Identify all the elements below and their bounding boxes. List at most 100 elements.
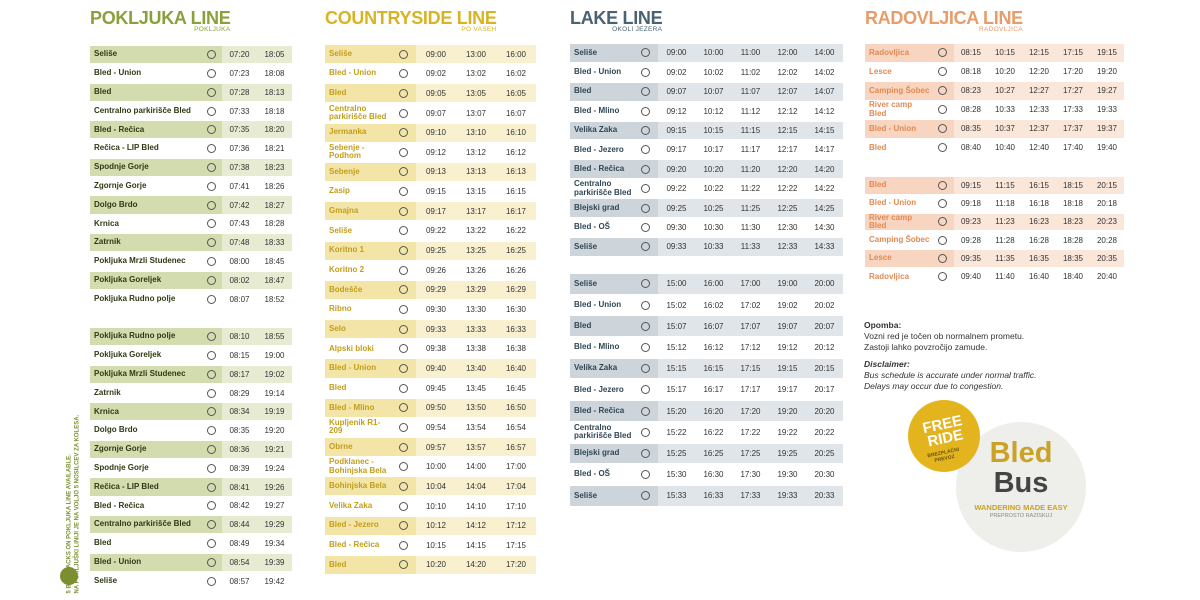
stop-name: Sebenje - Podhom xyxy=(325,143,390,162)
timetable-row: Bled - Union 15:02 16:02 17:02 19:02 20:02 xyxy=(570,295,843,315)
timetable-row: Sebenje 09:13 13:13 16:13 xyxy=(325,162,536,182)
timetable-row: Centralno parkirišče Bled 07:33 18:18 xyxy=(90,102,292,120)
stop-icon xyxy=(206,369,216,379)
departure-time: 09:50 xyxy=(416,398,456,417)
departure-time: 14:10 xyxy=(456,496,496,516)
timetable-row: Dolgo Brdo 08:35 19:20 xyxy=(90,422,292,440)
stop-name: Velika Zaka xyxy=(570,121,633,140)
stop-name: Rečica - LIP Bled xyxy=(90,478,200,496)
timetable-row: Selo 09:33 13:33 16:33 xyxy=(325,320,536,339)
timetable-row: Koritno 2 09:26 13:26 16:26 xyxy=(325,261,536,280)
line-header: COUNTRYSIDE LINE PO VASEH xyxy=(325,8,497,33)
stop-icon xyxy=(206,219,216,229)
departure-time: 08:54 xyxy=(222,553,257,571)
departure-time: 16:22 xyxy=(695,422,732,443)
timetable-row: Pokljuka Rudno polje 08:07 18:52 xyxy=(90,290,292,308)
departure-time: 16:18 xyxy=(1022,195,1056,213)
stop-icon-cell xyxy=(930,44,954,62)
stop-icon-cell xyxy=(200,365,222,383)
departure-time: 16:57 xyxy=(496,438,536,457)
timetable-row: Radovljica 08:15 10:15 12:15 17:15 19:15 xyxy=(865,44,1124,62)
stop-name: Bled - Jezero xyxy=(570,141,633,159)
departure-time: 18:15 xyxy=(1056,177,1090,194)
stop-icon xyxy=(398,69,408,79)
stop-name: Lesce xyxy=(865,250,930,267)
timetable-row: Bled 10:20 14:20 17:20 xyxy=(325,555,536,575)
departure-time: 14:17 xyxy=(806,141,843,159)
departure-time: 14:20 xyxy=(456,555,496,575)
stop-icon-cell xyxy=(930,250,954,267)
departure-time: 18:47 xyxy=(257,271,292,289)
stop-icon xyxy=(206,87,216,97)
departure-time: 17:15 xyxy=(1056,44,1090,62)
stop-icon xyxy=(641,427,650,437)
departure-time: 19:27 xyxy=(257,497,292,515)
departure-time: 07:33 xyxy=(222,102,257,120)
departure-time: 13:54 xyxy=(456,418,496,437)
timetable-row: Zgornje Gorje 07:41 18:26 xyxy=(90,177,292,195)
stop-name: Bled - Mlino xyxy=(325,398,390,417)
timetable-row: Seliše 09:00 10:00 11:00 12:00 14:00 xyxy=(570,44,843,62)
stop-icon-cell xyxy=(633,179,658,198)
departure-time: 08:15 xyxy=(222,346,257,365)
stop-icon xyxy=(937,143,947,153)
stop-name: Bled - OŠ xyxy=(570,464,633,485)
departure-time: 07:42 xyxy=(222,196,257,214)
departure-time: 16:29 xyxy=(496,280,536,299)
departure-time: 09:54 xyxy=(416,418,456,437)
note-heading: Disclaimer: xyxy=(864,359,910,369)
stop-icon xyxy=(641,87,650,97)
stop-icon xyxy=(641,242,650,252)
departure-time: 12:37 xyxy=(1022,120,1056,138)
departure-time: 09:25 xyxy=(416,241,456,260)
departure-time: 09:40 xyxy=(954,268,988,286)
stop-icon xyxy=(206,275,216,285)
timetable-row: Velika Zaka 09:15 10:15 11:15 12:15 14:15 xyxy=(570,121,843,140)
departure-time: 12:07 xyxy=(769,82,806,101)
stop-icon-cell xyxy=(633,443,658,464)
stop-icon-cell xyxy=(930,268,954,286)
stop-icon-cell xyxy=(200,102,222,120)
stop-name: Radovljica xyxy=(865,44,930,62)
timetable-row: Bled - Jezero 09:17 10:17 11:17 12:17 14:17 xyxy=(570,141,843,159)
departure-time: 19:19 xyxy=(257,403,292,421)
departure-time: 09:57 xyxy=(416,438,456,457)
stop-icon-cell xyxy=(633,44,658,62)
departure-time: 07:23 xyxy=(222,64,257,83)
departure-time: 16:30 xyxy=(496,300,536,319)
departure-time: 12:02 xyxy=(769,63,806,82)
stop-name: Bled - Union xyxy=(570,63,633,82)
departure-time: 16:40 xyxy=(496,359,536,378)
timetable-row: Bled - Rečica 09:20 10:20 11:20 12:20 14:20 xyxy=(570,160,843,179)
stop-icon-cell xyxy=(390,123,416,142)
departure-time: 18:18 xyxy=(1056,195,1090,213)
stop-icon xyxy=(398,246,408,256)
departure-time: 11:12 xyxy=(732,102,769,121)
stop-icon-cell xyxy=(200,64,222,83)
departure-time: 10:12 xyxy=(416,516,456,535)
stop-icon-cell xyxy=(390,438,416,457)
departure-time: 09:26 xyxy=(416,261,456,280)
departure-time: 17:25 xyxy=(732,443,769,464)
departure-time: 18:33 xyxy=(257,234,292,252)
stop-icon xyxy=(206,256,216,266)
stop-icon-cell xyxy=(633,358,658,379)
stop-icon xyxy=(398,521,408,531)
stop-icon xyxy=(641,406,650,416)
stop-icon-cell xyxy=(390,477,416,496)
stop-icon-cell xyxy=(633,160,658,179)
stop-name: Rečica - LIP Bled xyxy=(90,140,200,158)
timetable-row: Zatrnik 07:48 18:33 xyxy=(90,234,292,252)
departure-time: 20:22 xyxy=(806,422,843,443)
stop-icon xyxy=(641,448,650,458)
departure-time: 13:50 xyxy=(456,398,496,417)
departure-time: 19:20 xyxy=(1090,63,1124,81)
logo-word: Bus xyxy=(993,467,1049,499)
stop-icon xyxy=(398,363,408,373)
departure-time: 19:22 xyxy=(769,422,806,443)
timetable-row: Seliše 07:20 18:05 xyxy=(90,46,292,64)
departure-time: 18:35 xyxy=(1056,250,1090,267)
departure-time: 10:12 xyxy=(695,102,732,121)
departure-time: 13:26 xyxy=(456,261,496,280)
departure-time: 20:02 xyxy=(806,295,843,315)
